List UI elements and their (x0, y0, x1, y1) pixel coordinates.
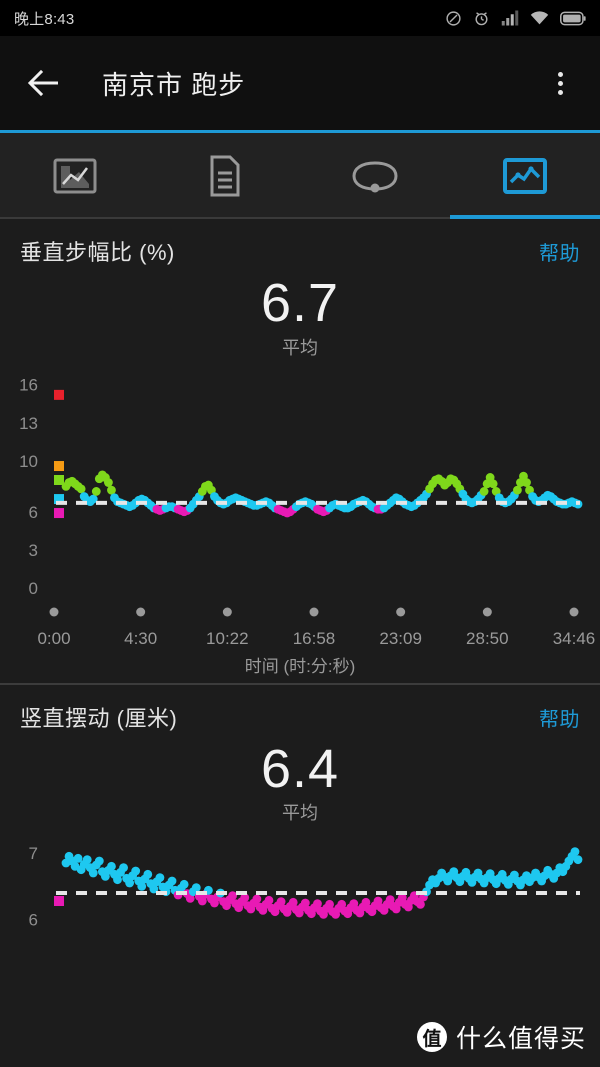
signal-icon (501, 10, 519, 26)
watermark-text: 什么值得买 (455, 1025, 586, 1053)
svg-text:13: 13 (19, 414, 38, 433)
svg-text:34:46: 34:46 (553, 629, 596, 648)
plot-area-1[interactable]: 16 13 10 6 3 0 0:00 4:30 10:22 16:58 23:09 28:50 34:… (0, 360, 600, 650)
scatter-plot-vertical-oscillation[interactable]: 76 (0, 825, 600, 955)
svg-text:10: 10 (19, 452, 38, 471)
svg-text:0:00: 0:00 (37, 629, 70, 648)
status-icons (445, 10, 586, 27)
help-link[interactable]: 帮助 (539, 243, 580, 265)
status-bar: 晚上8:43 (0, 0, 600, 36)
panel-header: 竖直摆动 (厘米) 帮助 (0, 685, 600, 733)
help-link[interactable]: 帮助 (539, 708, 580, 731)
panel-title: 垂直步幅比 (%) (20, 240, 175, 265)
svg-text:7: 7 (29, 844, 38, 863)
watermark: 值 什么值得买 (416, 1019, 586, 1055)
tab-active-indicator (450, 215, 600, 219)
tab-laps[interactable] (300, 133, 450, 219)
panel-header: 垂直步幅比 (%) 帮助 (0, 219, 600, 267)
tab-bar (0, 133, 600, 219)
watermark-badge: 值 (416, 1022, 447, 1052)
x-axis-label: 时间 (时:分:秒) (244, 656, 356, 676)
panel-average-caption: 平均 (282, 803, 318, 824)
tab-details[interactable] (150, 133, 300, 219)
svg-text:16: 16 (19, 375, 38, 394)
svg-text:6: 6 (29, 911, 38, 930)
overflow-menu-button[interactable] (538, 61, 582, 105)
back-arrow-icon (27, 69, 58, 97)
tab-baseline (0, 217, 600, 219)
panel-average-value: 6.7 (260, 273, 340, 333)
panel-summary: 6.4 平均 (0, 738, 600, 826)
svg-text:6: 6 (29, 502, 38, 521)
wifi-icon (530, 11, 549, 25)
svg-text:16:58: 16:58 (293, 629, 336, 648)
panel-average-value: 6.4 (260, 738, 340, 799)
tab-map[interactable] (0, 133, 150, 219)
scatter-plot-vertical-ratio[interactable]: 16 13 10 6 3 0 0:00 4:30 10:22 16:58 23:09 28:50 34:… (0, 360, 600, 650)
overflow-menu-icon (557, 80, 563, 86)
alarm-icon (475, 11, 488, 25)
battery-icon (560, 11, 586, 25)
svg-text:0: 0 (29, 579, 38, 598)
panel-average-caption: 平均 (282, 337, 318, 358)
overflow-menu-icon (557, 89, 563, 95)
svg-text:4:30: 4:30 (124, 629, 157, 648)
panel-title: 竖直摆动 (厘米) (20, 705, 178, 731)
tab-charts[interactable] (450, 133, 600, 219)
map-icon (53, 158, 97, 194)
app-bar-accent-line (0, 130, 600, 133)
page-title: 南京市 跑步 (102, 69, 246, 100)
svg-text:10:22: 10:22 (206, 629, 249, 648)
status-time: 晚上8:43 (14, 10, 75, 28)
svg-text:28:50: 28:50 (466, 629, 509, 648)
chart-icon (503, 158, 547, 194)
mute-icon (446, 10, 461, 26)
back-button[interactable] (22, 61, 66, 105)
panel-summary: 6.7 平均 (0, 275, 600, 360)
app-bar: 南京市 跑步 (0, 36, 600, 130)
chart-panel-vertical-ratio: 垂直步幅比 (%) 帮助 6.7 平均 16 13 10 6 3 0 0:00 4:30 10:… (0, 219, 600, 683)
svg-text:3: 3 (29, 541, 38, 560)
document-icon (210, 155, 240, 197)
lap-loop-icon (352, 161, 398, 193)
svg-text:23:09: 23:09 (379, 629, 422, 648)
overflow-menu-icon (557, 71, 563, 77)
